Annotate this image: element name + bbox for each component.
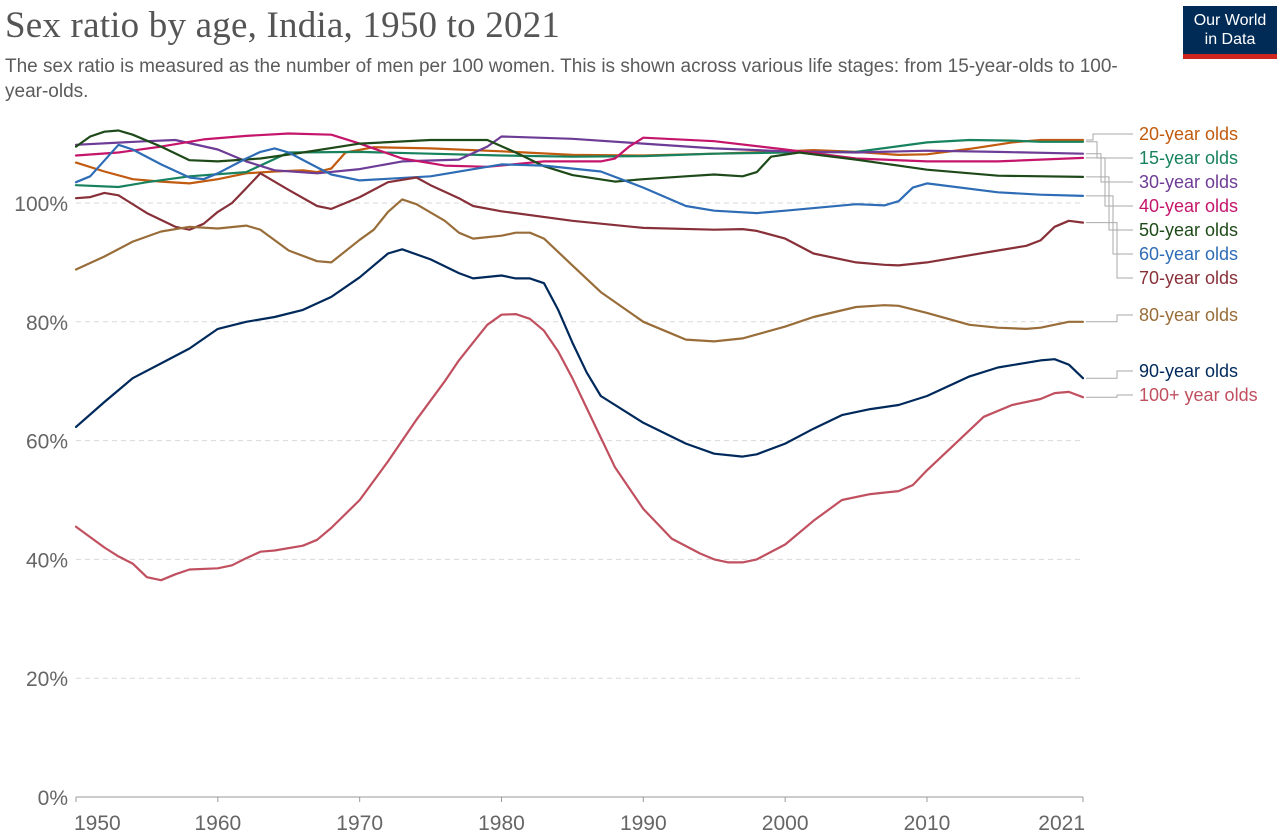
- series-line-90-year-olds[interactable]: [74, 248, 1085, 458]
- x-tick-label: 2000: [762, 812, 809, 834]
- series-label-30-year-olds[interactable]: 30-year olds: [1139, 172, 1238, 192]
- series-line-100-year-olds[interactable]: [74, 313, 1085, 582]
- chart-subtitle: The sex ratio is measured as the number …: [5, 56, 1118, 102]
- series-label-70-year-olds[interactable]: 70-year olds: [1139, 268, 1238, 288]
- label-connector: [1086, 153, 1133, 183]
- logo-line-1: Our World: [1193, 12, 1267, 29]
- series-line-60-year-olds[interactable]: [74, 143, 1085, 215]
- gridlines: [76, 202, 1083, 679]
- x-tick-label: 2010: [904, 812, 951, 834]
- label-connector: [1086, 157, 1133, 207]
- x-axis: 1950 1960 1970 1980 1990 2000 2010 2021: [74, 796, 1085, 834]
- x-tick-label: 1970: [336, 812, 383, 834]
- y-tick-label: 20%: [26, 668, 68, 691]
- series-line-15-year-olds[interactable]: [74, 138, 1085, 189]
- series-line-80-year-olds[interactable]: [74, 198, 1085, 343]
- chart-title: Sex ratio by age, India, 1950 to 2021: [5, 5, 561, 46]
- series-lines: [74, 129, 1085, 582]
- label-connector: [1086, 314, 1133, 323]
- series-line-50-year-olds[interactable]: [74, 129, 1085, 183]
- y-tick-label: 80%: [26, 312, 68, 335]
- series-line-20-year-olds[interactable]: [74, 138, 1085, 185]
- label-connector: [1086, 222, 1133, 279]
- logo-line-2: in Data: [1204, 31, 1256, 48]
- label-connector: [1086, 141, 1133, 159]
- series-line-70-year-olds[interactable]: [74, 172, 1085, 267]
- owid-logo[interactable]: Our World in Data: [1183, 6, 1277, 59]
- series-label-90-year-olds[interactable]: 90-year olds: [1139, 361, 1238, 381]
- y-tick-label: 100%: [14, 193, 68, 216]
- series-label-50-year-olds[interactable]: 50-year olds: [1139, 220, 1238, 240]
- x-tick-label: 1950: [74, 812, 121, 834]
- x-tick-label: 1990: [620, 812, 667, 834]
- label-connector: [1086, 370, 1133, 379]
- label-connector: [1086, 394, 1133, 398]
- x-tick-label: 1960: [194, 812, 241, 834]
- y-tick-label: 40%: [26, 549, 68, 572]
- series-label-40-year-olds[interactable]: 40-year olds: [1139, 196, 1238, 216]
- series-line-30-year-olds[interactable]: [74, 135, 1085, 175]
- series-label-15-year-olds[interactable]: 15-year olds: [1139, 148, 1238, 168]
- label-connector: [1086, 176, 1133, 231]
- series-label-60-year-olds[interactable]: 60-year olds: [1139, 244, 1238, 264]
- series-labels: 20-year olds 15-year olds 30-year olds 40-y…: [1086, 124, 1258, 405]
- series-label-100-year-olds[interactable]: 100+ year olds: [1139, 385, 1258, 405]
- label-connector: [1086, 133, 1133, 141]
- series-label-80-year-olds[interactable]: 80-year olds: [1139, 305, 1238, 325]
- x-tick-label: 1980: [478, 812, 525, 834]
- x-tick-label: 2021: [1038, 812, 1085, 834]
- y-tick-label: 0%: [38, 787, 68, 810]
- y-axis-ticks: 0% 20% 40% 60% 80% 100%: [14, 193, 68, 810]
- series-label-20-year-olds[interactable]: 20-year olds: [1139, 124, 1238, 144]
- y-tick-label: 60%: [26, 431, 68, 454]
- label-connector: [1086, 195, 1133, 255]
